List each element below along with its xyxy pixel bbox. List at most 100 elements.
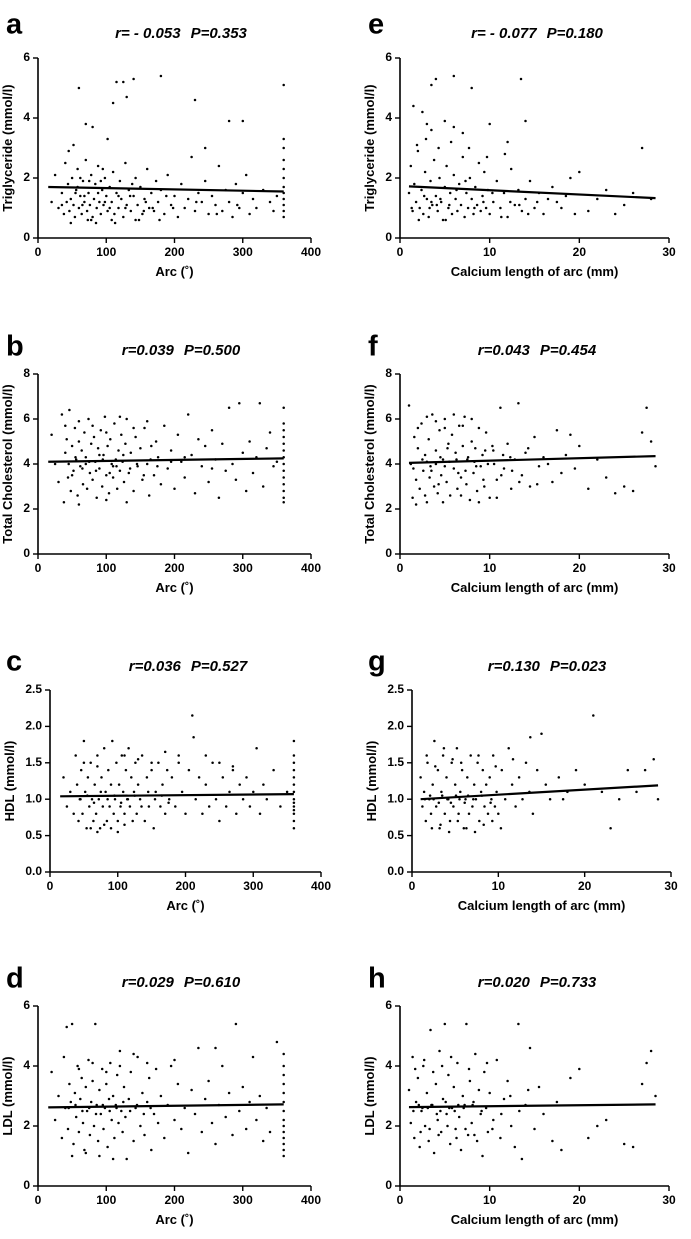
x-tick-label: 0 bbox=[397, 1193, 404, 1207]
data-point bbox=[449, 801, 453, 805]
data-point bbox=[77, 86, 81, 90]
data-point bbox=[214, 203, 217, 207]
data-point bbox=[132, 426, 135, 430]
data-point bbox=[96, 765, 99, 768]
data-point bbox=[414, 503, 418, 506]
data-point bbox=[50, 200, 53, 204]
data-point bbox=[84, 456, 88, 459]
data-point bbox=[431, 413, 434, 416]
data-point bbox=[241, 797, 245, 801]
data-point bbox=[84, 1151, 88, 1155]
x-tick-label: 30 bbox=[662, 245, 676, 259]
x-tick-label: 100 bbox=[96, 1193, 116, 1207]
data-point bbox=[461, 131, 465, 135]
data-point bbox=[292, 754, 296, 757]
data-point bbox=[152, 1112, 156, 1116]
y-axis-title: LDL (mmol/l) bbox=[362, 1056, 377, 1135]
x-tick-label: 20 bbox=[578, 879, 592, 893]
panel-letter: b bbox=[6, 331, 24, 363]
data-point bbox=[183, 476, 186, 479]
data-point bbox=[282, 469, 285, 473]
data-point bbox=[134, 218, 137, 222]
data-point bbox=[473, 830, 477, 834]
data-point bbox=[428, 476, 431, 479]
data-point bbox=[169, 1064, 173, 1068]
data-point bbox=[93, 783, 96, 786]
data-point bbox=[533, 435, 536, 439]
data-point bbox=[69, 221, 73, 225]
data-point bbox=[60, 191, 64, 195]
x-tick-label: 20 bbox=[573, 561, 587, 575]
data-point bbox=[622, 203, 626, 207]
y-tick-label: 0 bbox=[23, 1178, 30, 1192]
data-point bbox=[99, 429, 103, 432]
data-point bbox=[145, 1100, 149, 1104]
data-point bbox=[427, 215, 430, 219]
data-point bbox=[596, 458, 599, 461]
scatter-points bbox=[50, 402, 285, 506]
data-point bbox=[426, 761, 429, 765]
data-point bbox=[573, 467, 577, 470]
data-point bbox=[453, 1109, 456, 1113]
data-point bbox=[438, 827, 441, 830]
data-point bbox=[262, 783, 265, 786]
data-point bbox=[467, 146, 471, 150]
data-point bbox=[285, 790, 289, 794]
data-point bbox=[631, 191, 635, 195]
data-point bbox=[493, 805, 497, 808]
data-point bbox=[510, 783, 514, 786]
data-point bbox=[183, 456, 186, 459]
data-point bbox=[640, 1082, 644, 1086]
data-point bbox=[463, 415, 466, 419]
data-point bbox=[92, 435, 96, 439]
data-point bbox=[53, 1118, 57, 1122]
data-point bbox=[66, 476, 70, 479]
data-point bbox=[214, 797, 218, 801]
data-point bbox=[466, 1133, 470, 1137]
data-point bbox=[87, 191, 90, 195]
data-point bbox=[128, 194, 132, 198]
regression-line bbox=[48, 1103, 284, 1109]
data-point bbox=[425, 197, 429, 201]
data-point bbox=[79, 465, 82, 468]
data-point bbox=[555, 200, 559, 204]
data-point bbox=[472, 783, 476, 786]
data-point bbox=[282, 83, 285, 87]
data-point bbox=[484, 431, 488, 434]
data-point bbox=[458, 797, 461, 801]
data-point bbox=[546, 197, 550, 201]
p-value: P=0.733 bbox=[540, 974, 597, 991]
data-point bbox=[94, 812, 98, 816]
data-point bbox=[578, 170, 581, 174]
p-value: P=0.454 bbox=[540, 342, 597, 359]
data-point bbox=[470, 440, 473, 443]
data-point bbox=[452, 413, 456, 416]
data-point bbox=[526, 447, 530, 450]
data-point bbox=[88, 471, 92, 475]
data-point bbox=[486, 812, 490, 816]
data-point bbox=[617, 797, 621, 801]
data-point bbox=[194, 797, 197, 801]
data-point bbox=[176, 215, 180, 219]
data-point bbox=[68, 408, 71, 412]
data-point bbox=[145, 1061, 149, 1065]
data-point bbox=[649, 440, 653, 443]
data-point bbox=[94, 182, 97, 186]
data-point bbox=[459, 494, 463, 497]
data-point bbox=[107, 1097, 111, 1101]
data-point bbox=[117, 1121, 120, 1125]
data-point bbox=[70, 176, 74, 180]
data-point bbox=[77, 440, 81, 443]
data-point bbox=[218, 819, 221, 823]
data-point bbox=[272, 768, 275, 772]
data-point bbox=[282, 462, 285, 466]
data-point bbox=[146, 790, 150, 794]
data-point bbox=[419, 1130, 422, 1134]
data-point bbox=[434, 449, 438, 452]
data-point bbox=[72, 812, 75, 816]
data-point bbox=[292, 739, 296, 743]
data-point bbox=[73, 215, 77, 219]
data-point bbox=[520, 474, 524, 477]
data-point bbox=[495, 179, 499, 183]
data-point bbox=[98, 1088, 101, 1092]
